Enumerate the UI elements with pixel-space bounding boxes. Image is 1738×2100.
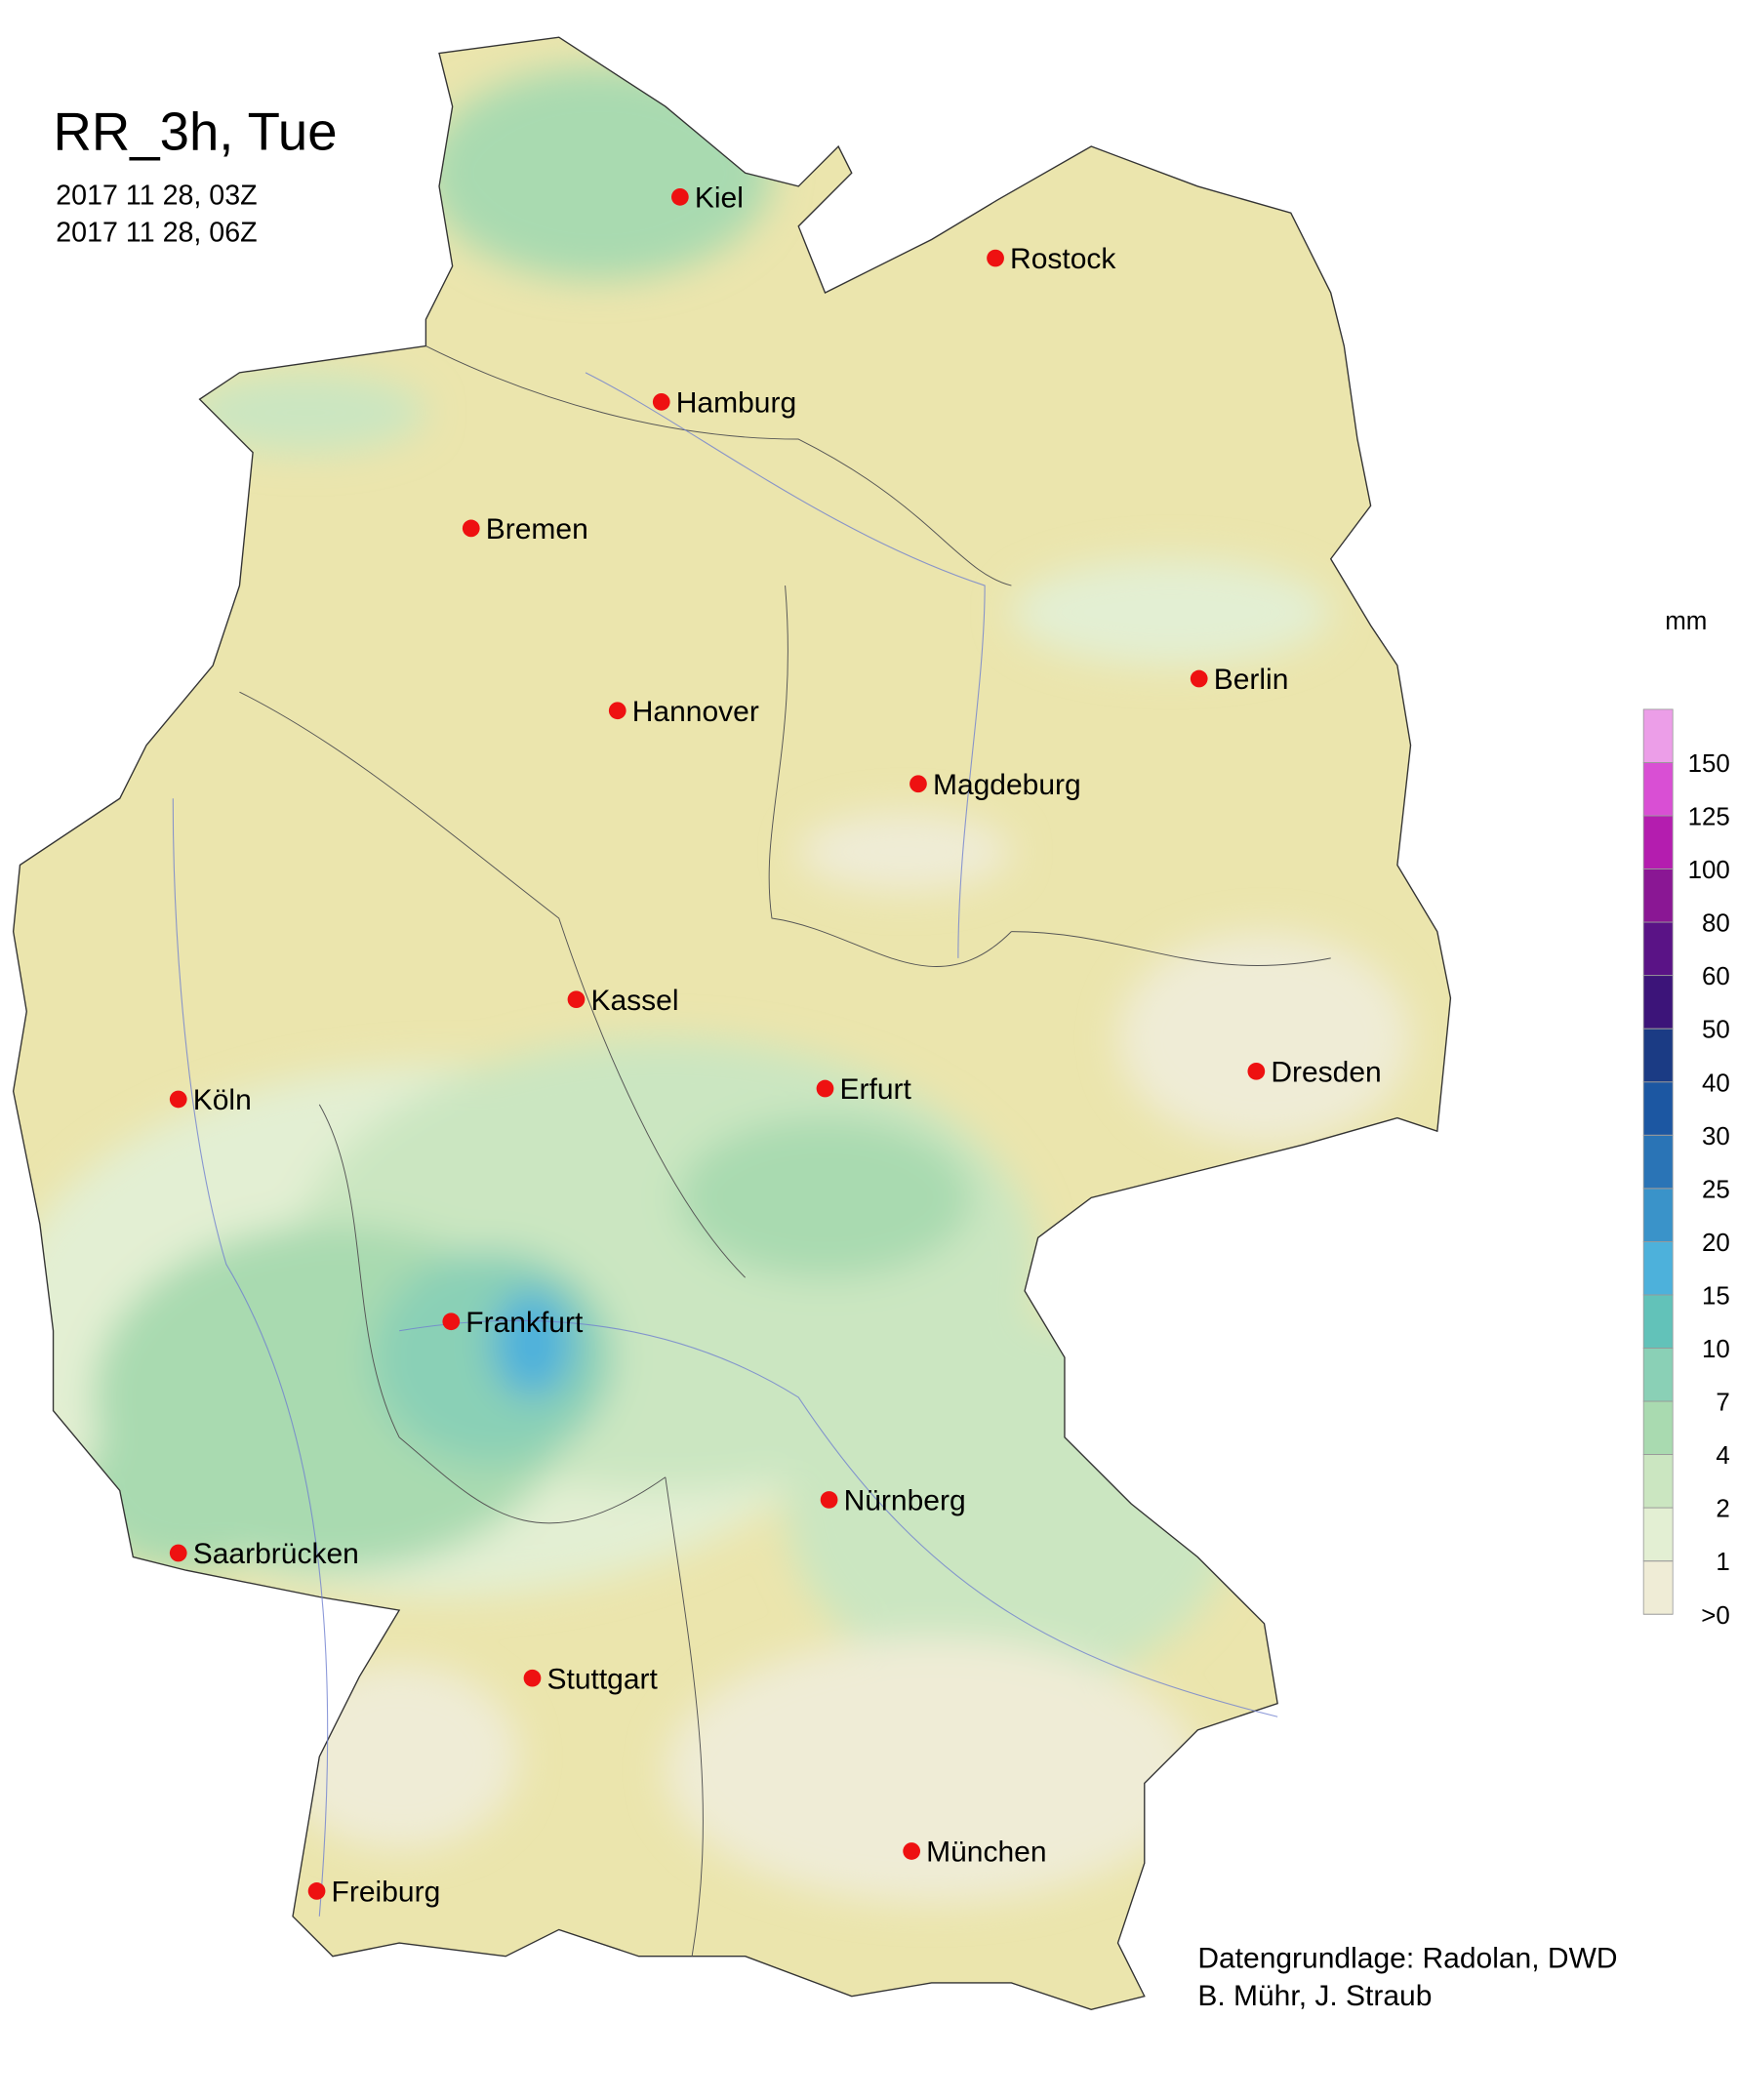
- legend-swatch: [1642, 815, 1674, 869]
- city-label: Dresden: [1271, 1056, 1381, 1088]
- city-marker: [169, 1544, 187, 1562]
- city-marker: [903, 1842, 921, 1860]
- city-label: Saarbrücken: [193, 1538, 359, 1570]
- legend-label: 40: [1702, 1070, 1730, 1097]
- legend-swatch: [1642, 1400, 1674, 1455]
- city-marker: [670, 187, 689, 206]
- city-label: Rostock: [1010, 243, 1116, 275]
- legend-label: 25: [1702, 1176, 1730, 1203]
- credit: Datengrundlage: Radolan, DWD: [1197, 1943, 1617, 1975]
- city-marker: [1247, 1062, 1266, 1080]
- city-marker: [523, 1669, 542, 1687]
- valid-to: 2017 11 28, 06Z: [56, 218, 257, 249]
- legend-label: 2: [1716, 1496, 1729, 1523]
- legend-label: 15: [1702, 1283, 1730, 1311]
- city-marker: [307, 1882, 326, 1900]
- legend-label: 20: [1702, 1230, 1730, 1257]
- legend-label: 1: [1716, 1549, 1729, 1576]
- legend-swatch: [1642, 868, 1674, 923]
- city-label: Bremen: [486, 513, 588, 545]
- city-marker: [567, 990, 586, 1009]
- map-title: RR_3h, Tue: [54, 102, 338, 162]
- legend-label: 10: [1702, 1336, 1730, 1363]
- city-label: München: [926, 1837, 1046, 1869]
- legend-label: >0: [1701, 1602, 1730, 1630]
- city-marker: [169, 1090, 187, 1109]
- city-label: Kiel: [695, 182, 744, 214]
- city-marker: [816, 1079, 834, 1098]
- legend-swatch: [1642, 1348, 1674, 1402]
- legend-swatch: [1642, 708, 1674, 763]
- city-label: Frankfurt: [465, 1307, 584, 1339]
- valid-from: 2017 11 28, 03Z: [56, 180, 257, 211]
- legend-swatch: [1642, 975, 1674, 1030]
- legend-swatch: [1642, 762, 1674, 817]
- legend-label: 50: [1702, 1017, 1730, 1044]
- city-marker: [608, 702, 626, 720]
- city-label: Freiburg: [332, 1877, 441, 1909]
- city-marker: [652, 392, 670, 411]
- city-label: Nürnberg: [844, 1485, 966, 1517]
- rivers: [172, 372, 1278, 1917]
- city-marker: [442, 1312, 461, 1331]
- city-label: Köln: [193, 1084, 252, 1116]
- legend-swatch: [1642, 1294, 1674, 1349]
- city-label: Hamburg: [676, 387, 796, 420]
- city-marker: [820, 1491, 838, 1509]
- legend-swatch: [1642, 1028, 1674, 1083]
- legend-swatch: [1642, 1507, 1674, 1562]
- city-label: Stuttgart: [546, 1663, 658, 1695]
- city-label: Erfurt: [839, 1073, 911, 1106]
- city-marker: [462, 519, 480, 538]
- city-marker: [909, 775, 927, 793]
- legend-label: 7: [1716, 1390, 1729, 1417]
- city-label: Kassel: [590, 985, 678, 1017]
- city-marker: [987, 249, 1004, 267]
- legend-swatch: [1642, 1188, 1674, 1242]
- legend-label: 60: [1702, 963, 1730, 990]
- city-label: Hannover: [632, 696, 759, 728]
- credit: B. Mühr, J. Straub: [1197, 1980, 1432, 2012]
- city-marker: [1190, 669, 1208, 688]
- legend-label: 30: [1702, 1123, 1730, 1151]
- legend-swatch: [1642, 1560, 1674, 1615]
- city-label: Magdeburg: [933, 769, 1081, 801]
- legend-unit: mm: [1665, 608, 1707, 635]
- legend-label: 80: [1702, 910, 1730, 938]
- legend-swatch: [1642, 1134, 1674, 1190]
- legend-swatch: [1642, 921, 1674, 977]
- legend-swatch: [1642, 1240, 1674, 1296]
- state-borders: [239, 345, 1331, 1957]
- legend-label: 125: [1688, 804, 1730, 831]
- legend-label: 100: [1688, 857, 1730, 884]
- legend-swatch: [1642, 1454, 1674, 1509]
- legend-label: 4: [1716, 1442, 1729, 1470]
- city-label: Berlin: [1214, 664, 1289, 696]
- legend-label: 150: [1688, 750, 1730, 778]
- legend-swatch: [1642, 1081, 1674, 1136]
